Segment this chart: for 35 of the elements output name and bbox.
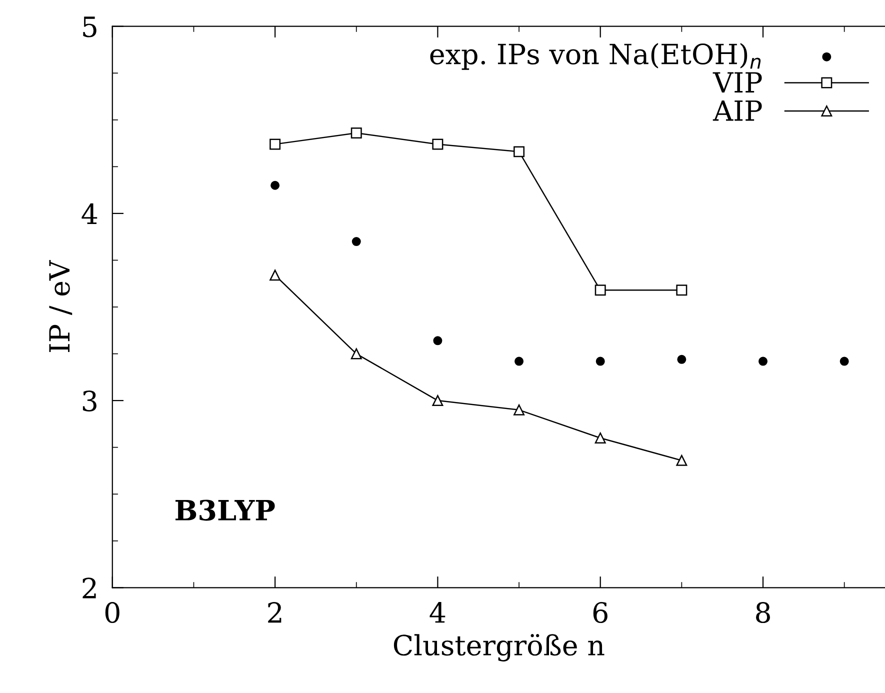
point bbox=[270, 180, 280, 190]
x-tick-label: 8 bbox=[756, 602, 770, 624]
point bbox=[352, 237, 361, 246]
x-tick-label: 6 bbox=[593, 602, 608, 624]
point bbox=[350, 128, 362, 138]
y-tick-label: 3 bbox=[82, 390, 96, 412]
y-tick-label: 4 bbox=[82, 203, 98, 224]
point bbox=[594, 432, 606, 444]
point bbox=[514, 356, 524, 366]
point bbox=[432, 395, 444, 406]
point bbox=[270, 138, 281, 150]
y-tick-label: 2 bbox=[82, 578, 96, 598]
point bbox=[840, 356, 849, 366]
legend-label: exp. IPs von Na(EtOH)$_{n}$ bbox=[430, 43, 761, 70]
x-tick-label: 0 bbox=[105, 602, 120, 624]
point bbox=[350, 348, 362, 360]
point bbox=[677, 354, 686, 364]
point bbox=[514, 404, 525, 416]
x-axis-title: Clustergröße n bbox=[394, 634, 604, 662]
point bbox=[758, 356, 768, 366]
point bbox=[676, 284, 688, 296]
y-tick-label: 5 bbox=[83, 16, 96, 38]
point bbox=[596, 356, 605, 366]
point bbox=[594, 284, 606, 296]
point bbox=[676, 454, 688, 466]
x-tick-label: 4 bbox=[430, 602, 446, 623]
point bbox=[270, 270, 281, 281]
point bbox=[432, 138, 444, 150]
y-axis-title: IP / eV bbox=[49, 260, 72, 352]
legend-label: AIP bbox=[712, 100, 762, 121]
legend-label: VIP bbox=[712, 72, 762, 92]
annotation: B3LYP bbox=[176, 500, 275, 521]
point bbox=[433, 336, 442, 346]
x-tick-label: 2 bbox=[268, 602, 282, 623]
point bbox=[514, 146, 525, 158]
